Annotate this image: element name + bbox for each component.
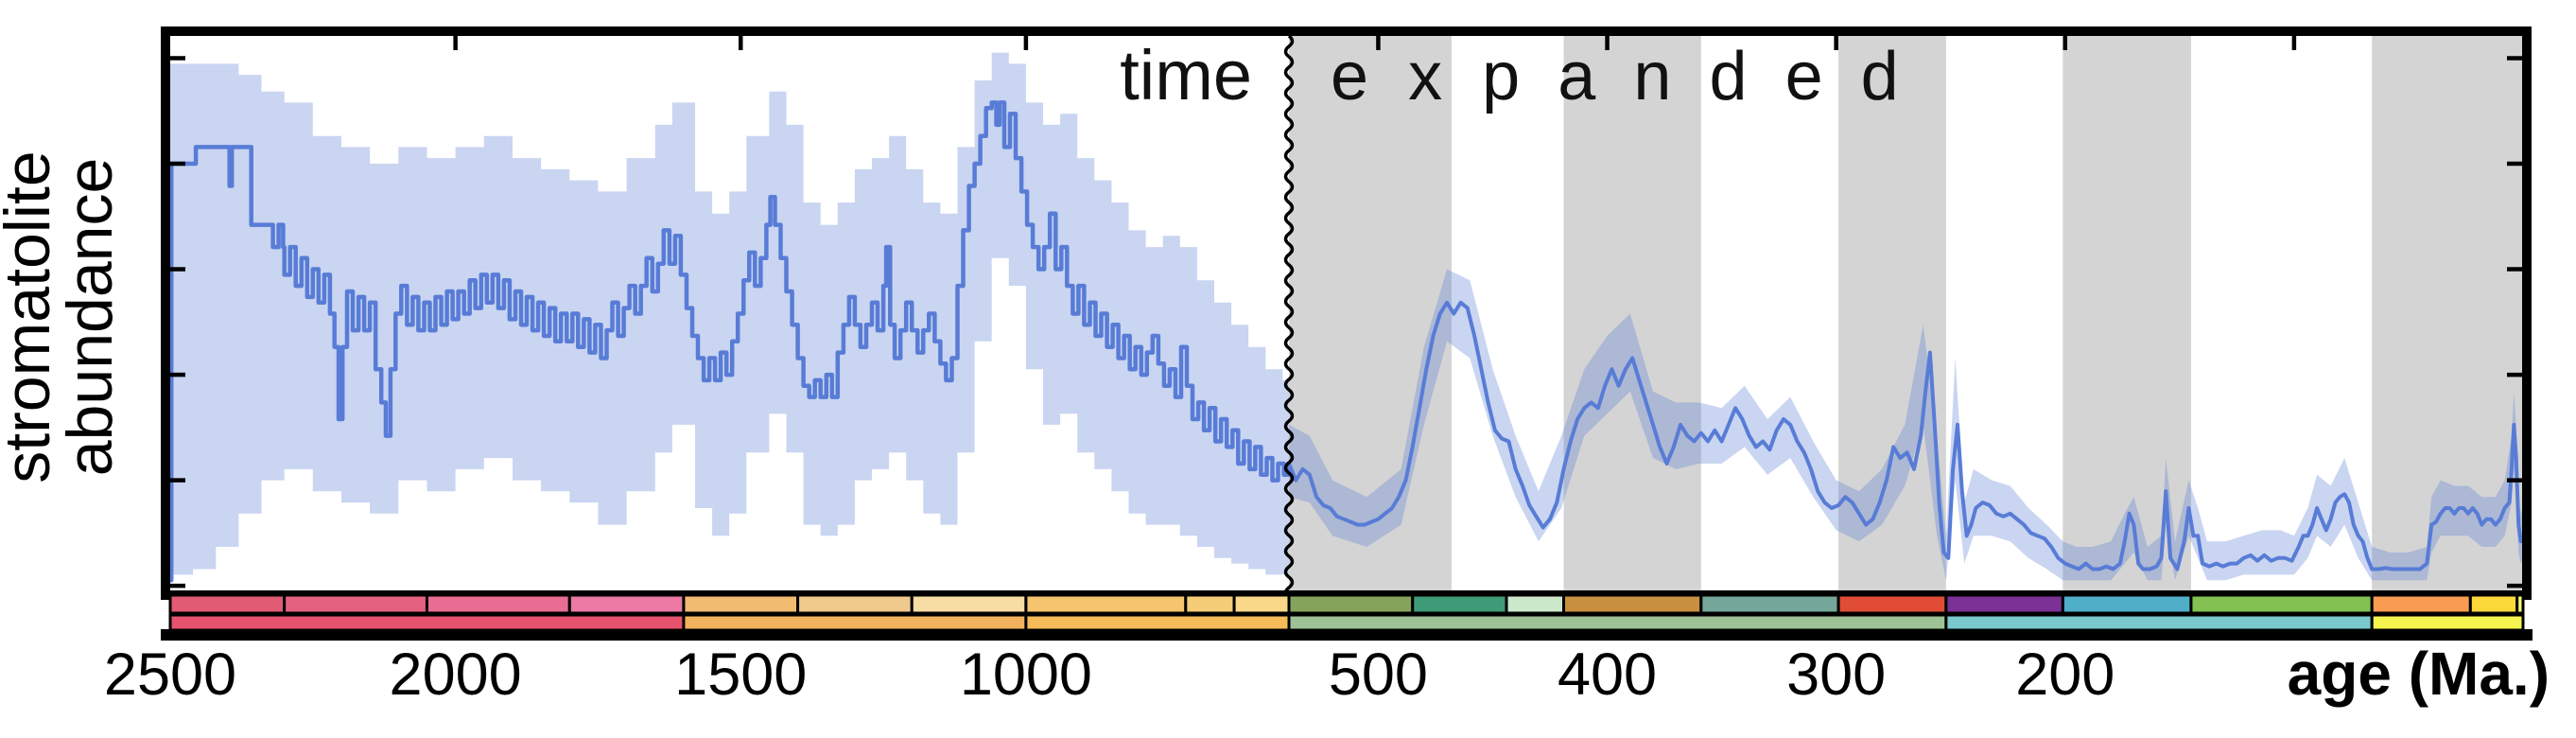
precambrian-uncertainty-band <box>170 52 1289 575</box>
period-segment-cretaceous <box>2189 593 2374 615</box>
x-tick-label: 500 <box>1329 641 1428 708</box>
expanded-letter: d <box>1861 39 1899 114</box>
precambrian-median-line <box>168 100 1291 583</box>
period-segment-statherian <box>567 593 686 615</box>
period-segment-jurassic <box>2061 593 2193 615</box>
x-axis-label: age (Ma.) <box>2288 640 2550 708</box>
expanded-letter: p <box>1482 39 1520 114</box>
phanerozoic-median-line <box>1287 300 2525 571</box>
y-axis-label-line2: abundance <box>54 158 126 477</box>
x-tick-label: 2000 <box>390 641 522 708</box>
gray-band <box>2063 36 2191 591</box>
period-segment-paleogene <box>2370 593 2472 615</box>
period-segment-tonian <box>1024 593 1188 615</box>
period-segment-neogene <box>2468 593 2519 615</box>
gray-bands-layer <box>1289 36 2523 591</box>
era-segment-cenozoic <box>2370 613 2525 632</box>
data-series-layer <box>168 52 2525 583</box>
tick-labels-layer: 2500 2000 1500 1000 500 400 300 200 <box>104 641 2115 708</box>
x-tick-label: 1000 <box>960 641 1092 708</box>
period-segment-devonian <box>1562 593 1703 615</box>
x-tick-label: 300 <box>1786 641 1886 708</box>
period-segment-triassic <box>1944 593 2064 615</box>
era-segment-mesozoic <box>1944 613 2374 632</box>
gray-band <box>1838 36 1946 591</box>
expanded-letter: e <box>1785 39 1823 114</box>
x-tick-label: 1500 <box>674 641 807 708</box>
period-segment-ordovician <box>1411 593 1508 615</box>
period-segment-orosirian <box>425 593 571 615</box>
expanded-letter: d <box>1709 39 1747 114</box>
expanded-letter: x <box>1408 39 1442 114</box>
period-segment-siderian <box>168 593 287 615</box>
period-segment-ectasian <box>796 593 914 615</box>
gray-band <box>1563 36 1701 591</box>
period-segment-quaternary <box>2515 593 2525 615</box>
era-segment-neoproterozoic <box>1024 613 1291 632</box>
bottom-axis-line <box>161 629 2532 641</box>
period-segment-calymmian <box>682 593 800 615</box>
period-segment-carboniferous <box>1699 593 1840 615</box>
time-label: time <box>1120 36 1252 114</box>
period-segment-stenian <box>910 593 1028 615</box>
period-segment-ediacaran <box>1232 593 1291 615</box>
expanded-letter: n <box>1633 39 1671 114</box>
period-segment-rhyacian <box>283 593 428 615</box>
gray-band <box>2372 36 2523 591</box>
era-segment-mesoproterozoic <box>682 613 1028 632</box>
x-tick-label: 2500 <box>104 641 236 708</box>
period-segment-cryogenian <box>1184 593 1236 615</box>
axis-break-wavy-line <box>1283 34 1295 600</box>
era-segment-paleozoic <box>1287 613 1948 632</box>
y-axis-label-line1: stromatolite <box>0 150 63 483</box>
x-tick-label: 400 <box>1558 641 1657 708</box>
expanded-letter: e <box>1331 39 1368 114</box>
period-segment-permian <box>1836 593 1948 615</box>
phanerozoic-uncertainty-band <box>1289 269 2523 581</box>
period-segment-silurian <box>1505 593 1566 615</box>
period-segment-cambrian <box>1287 593 1415 615</box>
geologic-time-scale-layer <box>161 593 2532 641</box>
era-segment-paleoproterozoic <box>168 613 686 632</box>
x-tick-label: 200 <box>2015 641 2115 708</box>
expanded-letter: a <box>1558 39 1596 114</box>
